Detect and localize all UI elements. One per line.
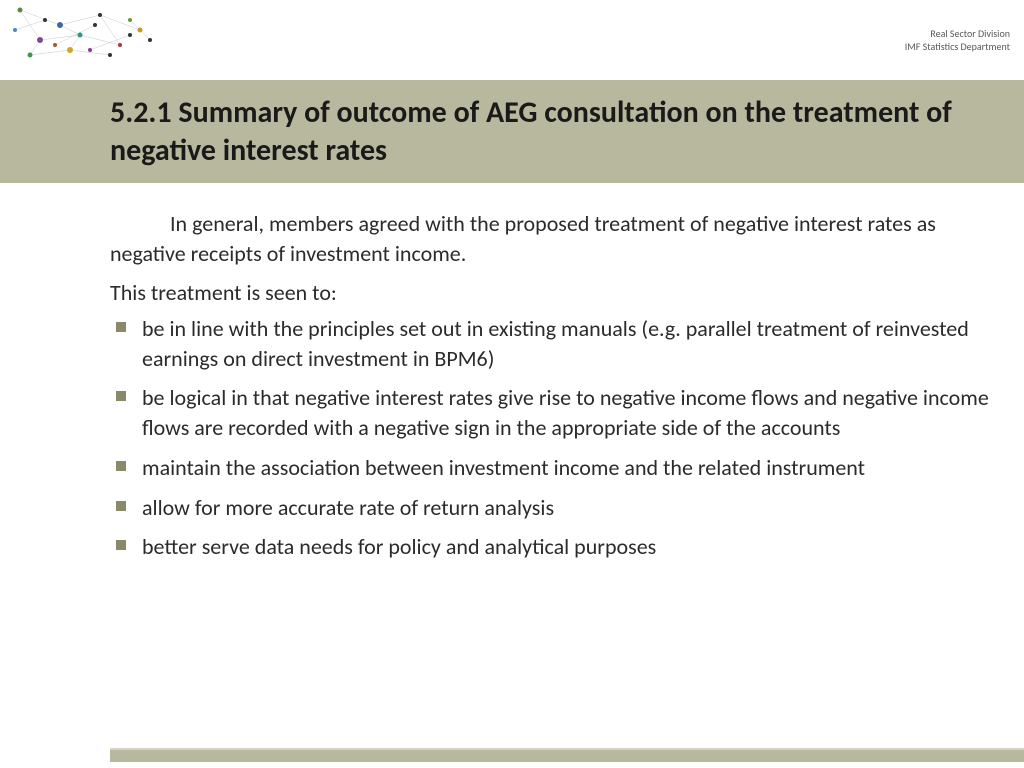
slide-body: In general, members agreed with the prop… [0, 183, 1024, 562]
slide-title: 5.2.1 Summary of outcome of AEG consulta… [110, 94, 1004, 169]
org-line-2: IMF Statistics Department [905, 41, 1010, 54]
footer-bar [110, 748, 1024, 762]
bullet-list: be in line with the principles set out i… [110, 314, 994, 562]
org-line-1: Real Sector Division [905, 28, 1010, 41]
list-item: allow for more accurate rate of return a… [110, 493, 994, 523]
lead-in-text: This treatment is seen to: [110, 278, 994, 308]
organization-label: Real Sector Division IMF Statistics Depa… [905, 28, 1010, 53]
list-item: be logical in that negative interest rat… [110, 383, 994, 442]
network-graphic-icon [0, 0, 200, 70]
title-bar: 5.2.1 Summary of outcome of AEG consulta… [0, 80, 1024, 183]
slide-header: Real Sector Division IMF Statistics Depa… [0, 0, 1024, 80]
intro-paragraph: In general, members agreed with the prop… [110, 209, 994, 268]
list-item: better serve data needs for policy and a… [110, 532, 994, 562]
list-item: maintain the association between investm… [110, 453, 994, 483]
list-item: be in line with the principles set out i… [110, 314, 994, 373]
